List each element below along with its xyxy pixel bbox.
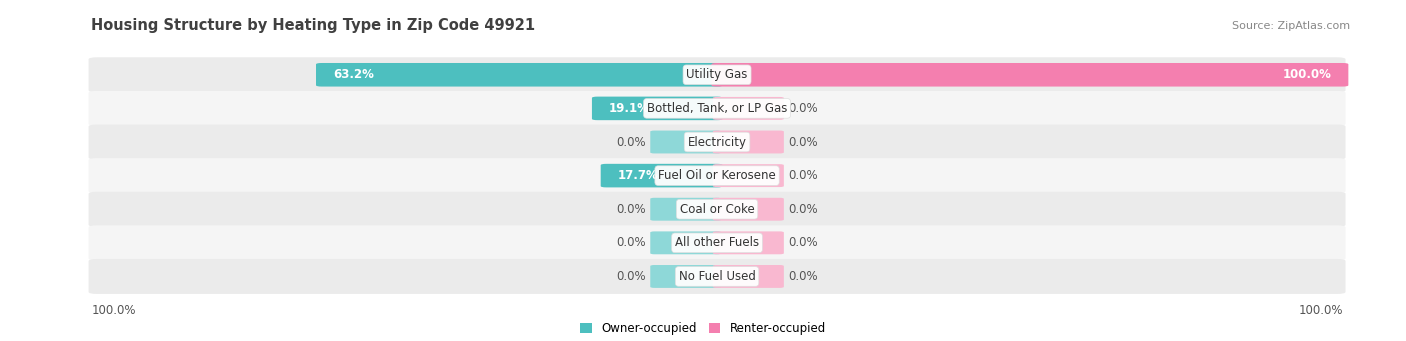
Text: Fuel Oil or Kerosene: Fuel Oil or Kerosene [658,169,776,182]
Text: Utility Gas: Utility Gas [686,68,748,81]
Text: 0.0%: 0.0% [787,135,818,148]
Text: No Fuel Used: No Fuel Used [679,270,755,283]
Text: 0.0%: 0.0% [787,236,818,249]
Legend: Owner-occupied, Renter-occupied: Owner-occupied, Renter-occupied [579,322,827,335]
Text: 0.0%: 0.0% [787,270,818,283]
FancyBboxPatch shape [713,164,785,187]
Text: 0.0%: 0.0% [787,169,818,182]
FancyBboxPatch shape [650,232,721,254]
FancyBboxPatch shape [711,63,1348,87]
FancyBboxPatch shape [650,131,721,153]
FancyBboxPatch shape [89,259,1346,294]
FancyBboxPatch shape [89,124,1346,160]
Text: 63.2%: 63.2% [333,68,374,81]
FancyBboxPatch shape [600,164,723,188]
Text: 0.0%: 0.0% [616,236,647,249]
FancyBboxPatch shape [713,265,785,288]
Text: 0.0%: 0.0% [787,102,818,115]
FancyBboxPatch shape [650,198,721,221]
FancyBboxPatch shape [89,91,1346,126]
FancyBboxPatch shape [316,63,723,87]
FancyBboxPatch shape [713,198,785,221]
FancyBboxPatch shape [650,265,721,288]
Text: Source: ZipAtlas.com: Source: ZipAtlas.com [1232,20,1350,31]
Text: Electricity: Electricity [688,135,747,148]
Text: 17.7%: 17.7% [617,169,658,182]
Text: Coal or Coke: Coal or Coke [679,203,755,216]
Text: 100.0%: 100.0% [1298,304,1343,317]
FancyBboxPatch shape [89,57,1346,92]
Text: 100.0%: 100.0% [1282,68,1331,81]
Text: 100.0%: 100.0% [91,304,136,317]
FancyBboxPatch shape [89,192,1346,227]
FancyBboxPatch shape [89,158,1346,193]
Text: 0.0%: 0.0% [616,135,647,148]
FancyBboxPatch shape [89,225,1346,260]
FancyBboxPatch shape [592,97,723,120]
Text: 0.0%: 0.0% [787,203,818,216]
Text: Housing Structure by Heating Type in Zip Code 49921: Housing Structure by Heating Type in Zip… [91,18,536,33]
Text: All other Fuels: All other Fuels [675,236,759,249]
Text: Bottled, Tank, or LP Gas: Bottled, Tank, or LP Gas [647,102,787,115]
FancyBboxPatch shape [713,97,785,120]
Text: 0.0%: 0.0% [616,203,647,216]
FancyBboxPatch shape [713,131,785,153]
FancyBboxPatch shape [713,232,785,254]
Text: 19.1%: 19.1% [609,102,650,115]
Text: 0.0%: 0.0% [616,270,647,283]
